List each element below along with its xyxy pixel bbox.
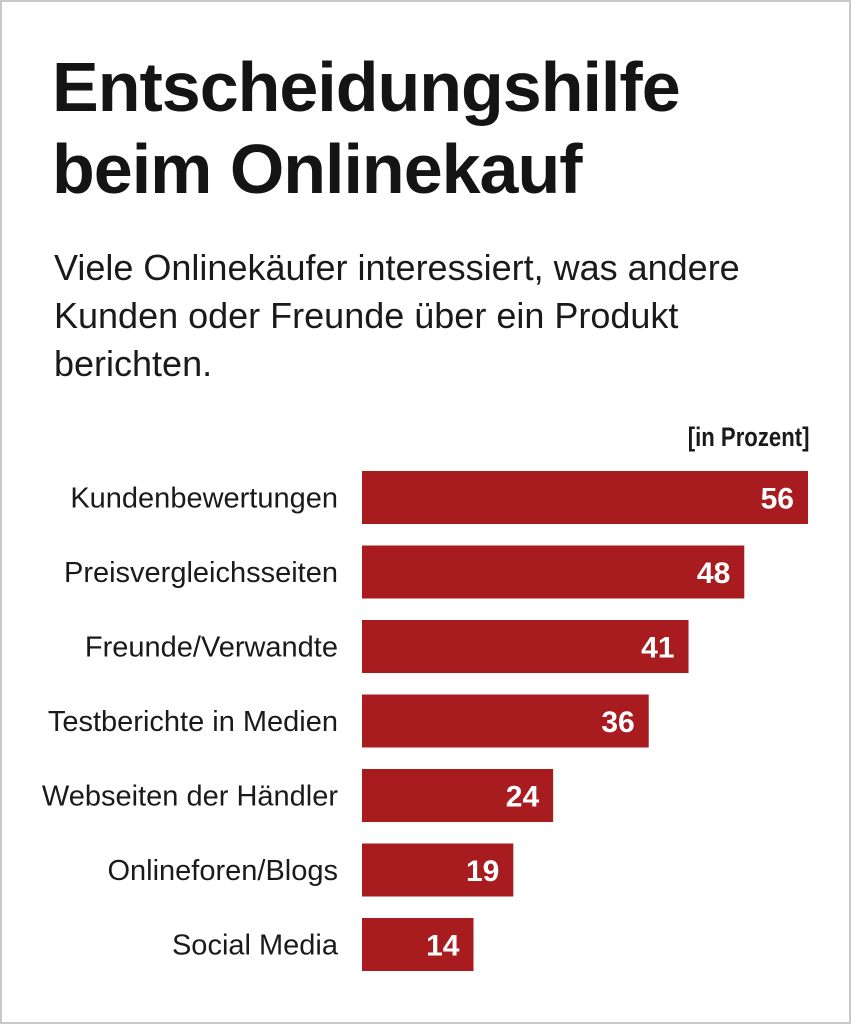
bar-1 xyxy=(362,471,808,524)
category-label: Preisvergleichsseiten xyxy=(64,557,338,589)
value-label: 14 xyxy=(426,930,460,963)
category-label: Freunde/Verwandte xyxy=(85,632,338,664)
category-label: Kundenbewertungen xyxy=(70,483,338,515)
value-label: 56 xyxy=(761,483,794,516)
bar-5 xyxy=(362,769,554,822)
category-label: Onlineforen/Blogs xyxy=(107,855,338,887)
bar-7 xyxy=(362,918,474,971)
value-label: 24 xyxy=(506,781,540,814)
category-label: Testberichte in Medien xyxy=(48,706,338,738)
chart-subtitle: Viele Onlinekäufer interessiert, was and… xyxy=(54,247,740,384)
category-label: Webseiten der Händler xyxy=(42,781,338,813)
bar-3 xyxy=(362,620,689,673)
bar-6 xyxy=(362,843,514,897)
value-label: 48 xyxy=(697,557,730,590)
unit-label: [in Prozent] xyxy=(687,422,809,452)
chart-title: Entscheidungshilfe beim Onlinekauf xyxy=(52,48,681,208)
value-label: 41 xyxy=(641,632,674,665)
bar-2 xyxy=(362,545,745,599)
value-label: 36 xyxy=(601,706,634,739)
value-label: 19 xyxy=(466,855,499,888)
category-label: Social Media xyxy=(172,930,339,962)
bar-4 xyxy=(362,694,649,748)
